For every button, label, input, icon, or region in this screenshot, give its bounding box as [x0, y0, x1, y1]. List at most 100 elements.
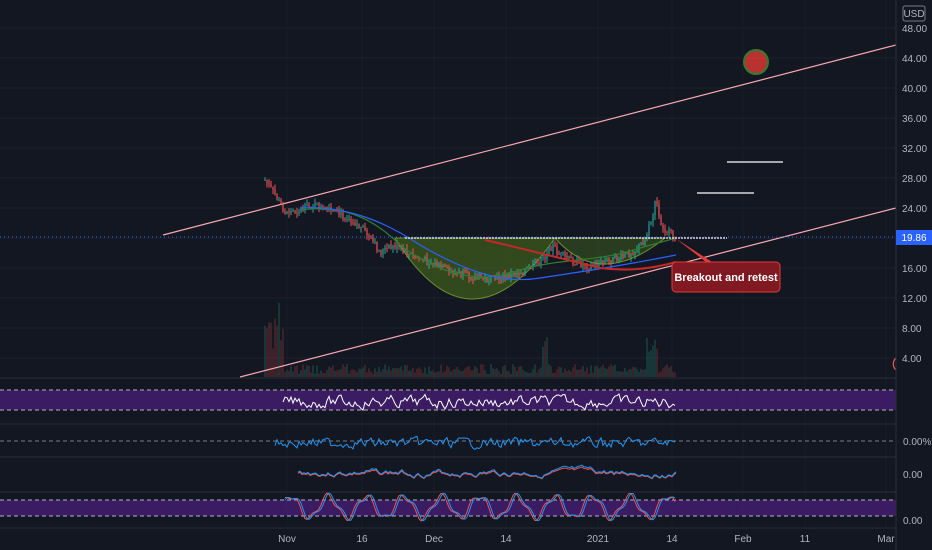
- volume-bar: [380, 371, 382, 377]
- price-tick-label: 36.00: [902, 114, 927, 125]
- volume-bar: [440, 364, 442, 377]
- indicator-pane-rsi[interactable]: [0, 377, 896, 411]
- candle-body: [378, 249, 380, 252]
- candle-body: [554, 244, 556, 247]
- volume-bar: [470, 370, 472, 377]
- volume-bar: [660, 371, 662, 377]
- volume-bar: [444, 370, 446, 377]
- time-axis[interactable]: Nov 16 Dec 14 2021 14 Feb 11 Mar: [0, 527, 896, 545]
- candle-body: [294, 210, 296, 213]
- candle-body: [514, 272, 516, 276]
- volume-bar: [366, 372, 368, 377]
- candle-body: [544, 256, 546, 260]
- volume-bar: [560, 367, 562, 377]
- volume-bar: [480, 364, 482, 377]
- volume-bar: [270, 322, 272, 377]
- volume-bar: [508, 371, 510, 377]
- volume-bar: [442, 372, 444, 377]
- volume-bar: [308, 366, 310, 377]
- volume-bar: [556, 369, 558, 377]
- volume-bar: [604, 367, 606, 377]
- volume-bar: [620, 371, 622, 377]
- candle-body: [282, 204, 284, 212]
- candle-body: [620, 253, 622, 260]
- candle-body: [504, 273, 506, 277]
- candle-body: [438, 263, 440, 267]
- candle-body: [296, 212, 298, 214]
- candle-body: [566, 255, 568, 259]
- volume-bar: [650, 350, 652, 377]
- volume-bar: [390, 370, 392, 377]
- trend-channel-lower[interactable]: [239, 207, 897, 378]
- candle-body: [358, 224, 360, 228]
- candle-body: [606, 259, 608, 262]
- volume-bar: [320, 370, 322, 377]
- candle-body: [488, 281, 490, 283]
- trend-channel-upper[interactable]: [162, 44, 897, 236]
- volume-bar: [622, 371, 624, 377]
- stoch-k-line: [284, 492, 676, 522]
- volume-bar: [266, 328, 268, 377]
- price-candles: [264, 177, 676, 286]
- volume-bar: [280, 340, 282, 377]
- volume-bar: [492, 368, 494, 377]
- moving-average-red: [484, 239, 677, 271]
- volume-bar: [576, 369, 578, 377]
- volume-bar: [580, 368, 582, 377]
- volume-bar: [636, 368, 638, 377]
- volume-bar: [458, 369, 460, 377]
- volume-bar: [478, 373, 480, 377]
- candle-body: [386, 247, 388, 249]
- volume-bar: [460, 371, 462, 377]
- volume-bar: [570, 371, 572, 377]
- indicator-pane-macd[interactable]: 0.00: [0, 456, 923, 481]
- volume-bar: [264, 325, 266, 377]
- volume-bar: [472, 369, 474, 377]
- candle-body: [588, 268, 590, 270]
- volume-bar: [642, 369, 644, 377]
- volume-bar: [594, 366, 596, 377]
- time-tick-label: Feb: [734, 534, 752, 545]
- currency-button[interactable]: [902, 5, 926, 22]
- price-tick-label: 44.00: [902, 54, 927, 65]
- target-circle[interactable]: [743, 49, 769, 75]
- candle-body: [568, 256, 570, 259]
- candle-body: [426, 256, 428, 265]
- volume-bar: [374, 368, 376, 377]
- candle-body: [370, 236, 372, 238]
- price-tick-label: 28.00: [902, 174, 927, 185]
- time-tick-label: Dec: [425, 534, 443, 545]
- volume-bar: [536, 372, 538, 377]
- candle-body: [434, 262, 436, 265]
- volume-bar: [376, 371, 378, 377]
- volume-bar: [432, 370, 434, 377]
- candle-body: [392, 245, 394, 249]
- candle-body: [364, 226, 366, 230]
- candle-body: [472, 279, 474, 281]
- candle-body: [508, 273, 510, 278]
- candle-body: [374, 241, 376, 243]
- volume-bar: [436, 371, 438, 377]
- candle-body: [502, 273, 504, 281]
- volume-bar: [414, 372, 416, 377]
- candle-body: [384, 247, 386, 250]
- volume-bar: [454, 369, 456, 377]
- volume-bar: [294, 366, 296, 377]
- volume-bar: [452, 369, 454, 377]
- candle-body: [366, 229, 368, 236]
- volume-bar: [394, 368, 396, 377]
- volume-bar: [370, 371, 372, 377]
- volume-bar: [416, 368, 418, 377]
- volume-bar: [554, 372, 556, 377]
- candle-body: [388, 245, 390, 249]
- volume-bar: [644, 369, 646, 377]
- annotation-callout[interactable]: [671, 261, 781, 293]
- price-axis[interactable]: 48.0044.0040.0036.0032.0028.0024.0020.00…: [895, 0, 927, 550]
- volume-bar: [466, 366, 468, 377]
- current-price-box: [896, 230, 932, 245]
- price-tick-label: 12.00: [902, 294, 927, 305]
- candle-body: [630, 253, 632, 257]
- indicator-pane-percent[interactable]: 0.00%: [0, 423, 931, 451]
- indicator-pane-stoch[interactable]: 0.00: [0, 491, 923, 527]
